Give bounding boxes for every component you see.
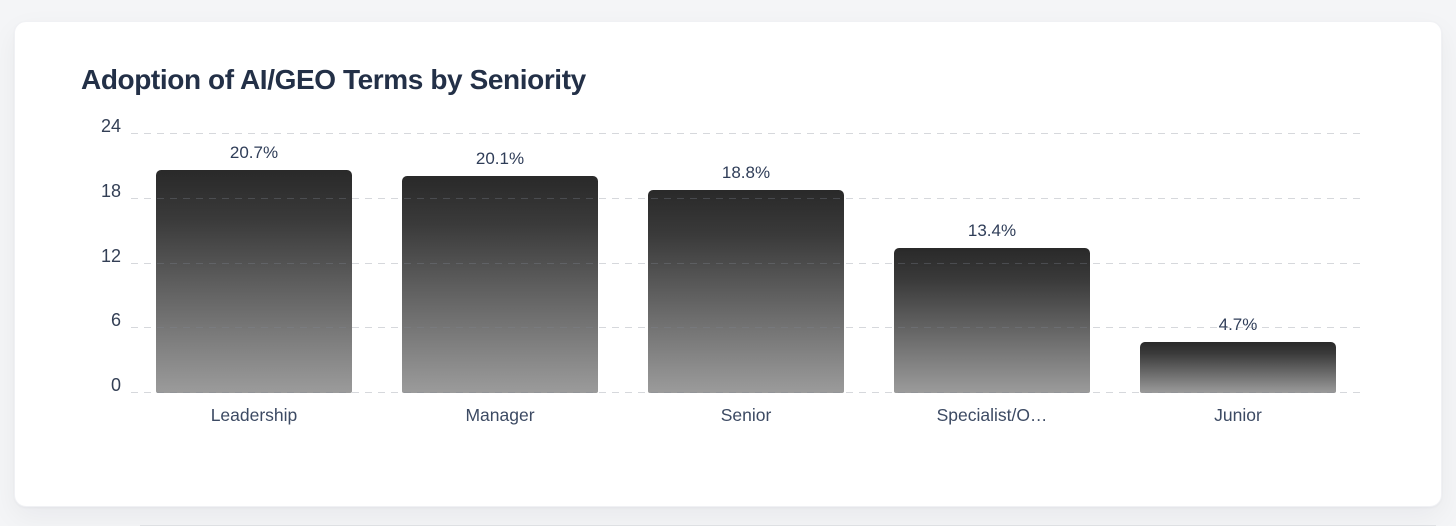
y-axis: 0 6 12 18 24 [73, 117, 121, 395]
category-label: Manager [465, 405, 535, 425]
chart-card: Adoption of AI/GEO Terms by Seniority 0 6… [14, 21, 1442, 507]
bar-slot: 18.8% [623, 134, 869, 393]
category-label: Leadership [210, 405, 298, 425]
y-tick-label: 18 [100, 180, 121, 201]
bar-value-label: 4.7% [1218, 315, 1258, 335]
x-axis: Leadership Manager Senior Specialist/O… Juni… [131, 405, 1361, 426]
bar-leadership[interactable] [155, 169, 353, 393]
bar-slot: 4.7% [1115, 134, 1361, 393]
category-label: Senior [720, 405, 772, 425]
bar-value-label: 20.1% [475, 149, 525, 169]
bar-value-label: 18.8% [721, 163, 771, 183]
plot-area: 20.7% 20.1% 18.8% 13.4% 4.7% [131, 133, 1361, 393]
bar-senior[interactable] [647, 190, 845, 393]
y-tick-label: 12 [100, 245, 121, 266]
bar-slot: 20.7% [131, 134, 377, 393]
bar-slot: 20.1% [377, 134, 623, 393]
y-tick-label: 0 [110, 375, 121, 395]
bar-slots: 20.7% 20.1% 18.8% 13.4% 4.7% [131, 134, 1361, 393]
y-tick-label: 6 [110, 310, 121, 331]
category-label: Junior [1214, 405, 1262, 425]
bar-value-label: 20.7% [229, 142, 279, 162]
category-label: Specialist/O… [936, 405, 1048, 425]
bar-specialist-o[interactable] [893, 248, 1091, 393]
y-tick-label: 24 [100, 116, 121, 136]
bar-junior[interactable] [1139, 342, 1337, 393]
chart-title: Adoption of AI/GEO Terms by Seniority [81, 64, 586, 95]
bar-value-label: 13.4% [967, 221, 1017, 241]
bar-slot: 13.4% [869, 134, 1115, 393]
bar-manager[interactable] [401, 176, 599, 393]
